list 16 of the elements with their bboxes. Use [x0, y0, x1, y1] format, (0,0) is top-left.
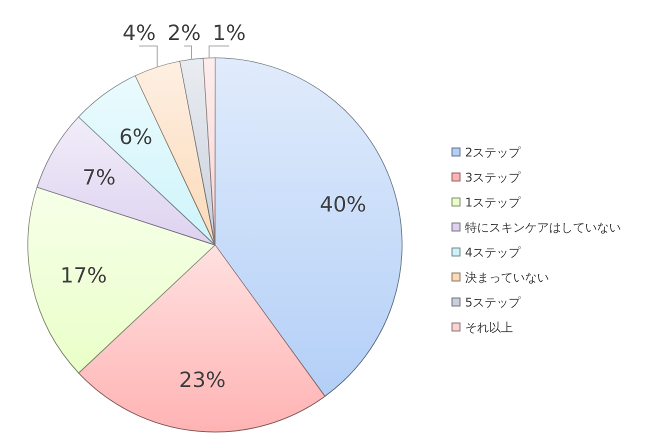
- legend-label: 5ステップ: [465, 296, 522, 310]
- legend-label: 4ステップ: [465, 246, 522, 260]
- legend-label: それ以上: [465, 320, 513, 334]
- legend-label: 決まっていない: [465, 270, 549, 284]
- legend-label: 2ステップ: [465, 146, 522, 160]
- legend-label: 特にスキンケアはしていない: [465, 220, 621, 234]
- data-label: 2%: [167, 21, 201, 45]
- data-label: 1%: [212, 21, 246, 45]
- data-label: 4%: [122, 21, 156, 45]
- legend-label: 3ステップ: [465, 170, 522, 184]
- data-label: 17%: [60, 263, 107, 288]
- legend-label: 1ステップ: [465, 196, 522, 210]
- data-label: 23%: [178, 368, 226, 392]
- data-label: 40%: [320, 192, 366, 216]
- data-label: 6%: [119, 125, 153, 150]
- data-label: 7%: [82, 165, 116, 190]
